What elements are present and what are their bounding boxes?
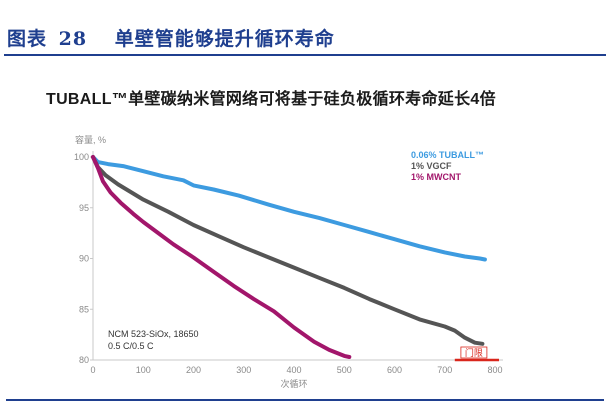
legend-entry: 0.06% TUBALL™ [411, 150, 484, 160]
x-tick-label: 0 [90, 365, 95, 375]
header-rule [4, 54, 606, 56]
x-tick-label: 800 [487, 365, 502, 375]
y-tick-label: 100 [74, 152, 89, 162]
series-line [91, 155, 485, 346]
x-tick-label: 100 [136, 365, 151, 375]
y-tick-label: 95 [79, 203, 89, 213]
x-tick-label: 600 [387, 365, 402, 375]
x-tick-label: 700 [437, 365, 452, 375]
x-tick-label: 300 [236, 365, 251, 375]
y-tick-label: 85 [79, 304, 89, 314]
threshold-label-box [460, 346, 488, 359]
chart-title: TUBALL™单壁碳纳米管网络可将基于硅负极循环寿命延长4倍 [46, 91, 496, 108]
series-line [91, 155, 487, 262]
figure-caption-text: 单壁管能够提升循环寿命 [114, 28, 335, 50]
threshold-label: 门限 [465, 347, 483, 358]
legend-entry: 1% MWCNT [411, 172, 461, 182]
y-tick-label: 90 [79, 254, 89, 264]
chart-annotation: 0.5 C/0.5 C [108, 341, 154, 351]
x-axis-label: 次循环 [280, 378, 307, 389]
y-axis-label: 容量, % [75, 134, 106, 145]
x-tick-label: 200 [186, 365, 201, 375]
figure-number: 28 [58, 28, 88, 50]
footer-rule [6, 399, 604, 401]
chart-annotation: NCM 523-SiOx, 18650 [108, 329, 199, 339]
figure-caption: 图表 28 单壁管能够提升循环寿命 [7, 24, 335, 51]
x-tick-label: 500 [337, 365, 352, 375]
legend-entry: 1% VGCF [411, 161, 452, 171]
figure-label: 图表 [7, 28, 48, 50]
y-tick-label: 80 [79, 355, 89, 365]
x-tick-label: 400 [286, 365, 301, 375]
series-line [91, 155, 352, 359]
